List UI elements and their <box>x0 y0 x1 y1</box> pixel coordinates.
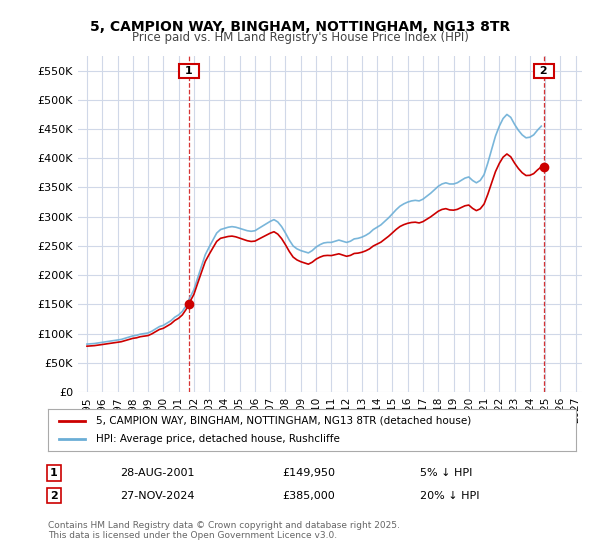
Text: 2: 2 <box>536 66 551 76</box>
Text: Price paid vs. HM Land Registry's House Price Index (HPI): Price paid vs. HM Land Registry's House … <box>131 31 469 44</box>
Text: HPI: Average price, detached house, Rushcliffe: HPI: Average price, detached house, Rush… <box>95 434 340 444</box>
Text: 27-NOV-2024: 27-NOV-2024 <box>120 491 194 501</box>
Text: 5, CAMPION WAY, BINGHAM, NOTTINGHAM, NG13 8TR (detached house): 5, CAMPION WAY, BINGHAM, NOTTINGHAM, NG1… <box>95 416 471 426</box>
Text: 1: 1 <box>181 66 196 76</box>
Text: £385,000: £385,000 <box>282 491 335 501</box>
Text: Contains HM Land Registry data © Crown copyright and database right 2025.
This d: Contains HM Land Registry data © Crown c… <box>48 521 400 540</box>
Text: 20% ↓ HPI: 20% ↓ HPI <box>420 491 479 501</box>
Text: 5% ↓ HPI: 5% ↓ HPI <box>420 468 472 478</box>
Text: 28-AUG-2001: 28-AUG-2001 <box>120 468 194 478</box>
Text: £149,950: £149,950 <box>282 468 335 478</box>
Text: 1: 1 <box>50 468 58 478</box>
Text: 2: 2 <box>50 491 58 501</box>
Text: 5, CAMPION WAY, BINGHAM, NOTTINGHAM, NG13 8TR: 5, CAMPION WAY, BINGHAM, NOTTINGHAM, NG1… <box>90 20 510 34</box>
